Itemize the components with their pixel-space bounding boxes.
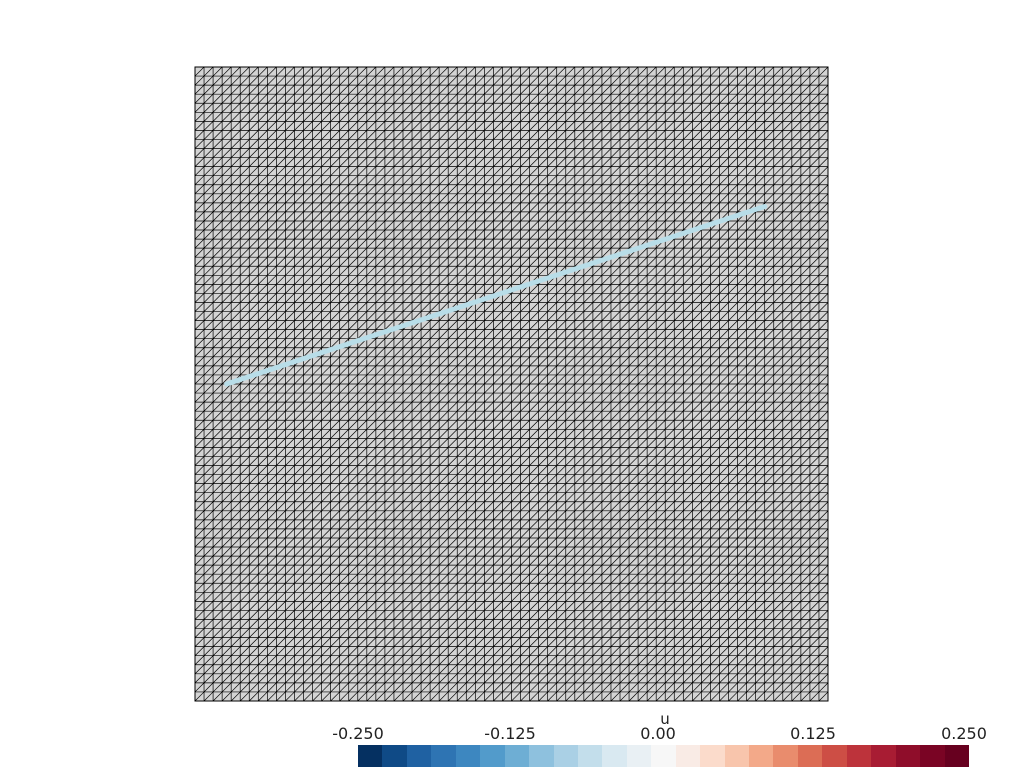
colorbar-tick-label: 0.125 xyxy=(790,724,836,743)
colorbar-swatch xyxy=(529,745,554,767)
colorbar xyxy=(358,745,969,767)
colorbar-swatch xyxy=(749,745,774,767)
colorbar-swatch xyxy=(944,745,969,767)
colorbar-swatch xyxy=(651,745,676,767)
colorbar-swatch xyxy=(626,745,652,767)
colorbar-tick-label: -0.125 xyxy=(484,724,536,743)
colorbar-swatch xyxy=(602,745,627,767)
colorbar-swatch xyxy=(895,745,921,767)
colorbar-swatch xyxy=(822,745,847,767)
colorbar-swatch xyxy=(577,745,603,767)
colorbar-swatch xyxy=(675,745,701,767)
colorbar-tick-label: 0.00 xyxy=(640,724,676,743)
colorbar-swatch xyxy=(773,745,798,767)
colorbar-swatch xyxy=(504,745,530,767)
mesh-edges xyxy=(194,66,829,702)
colorbar-swatch xyxy=(358,745,383,767)
colorbar-swatch xyxy=(846,745,872,767)
colorbar-swatch xyxy=(797,745,823,767)
line-overlay xyxy=(224,203,768,387)
colorbar-swatch xyxy=(871,745,896,767)
colorbar-tick-label: -0.250 xyxy=(332,724,384,743)
colorbar-swatch xyxy=(480,745,505,767)
colorbar-swatch xyxy=(431,745,456,767)
colorbar-swatch xyxy=(455,745,481,767)
colorbar-swatch xyxy=(382,745,407,767)
colorbar-swatch xyxy=(553,745,578,767)
colorbar-swatch xyxy=(406,745,432,767)
colorbar-tick-label: 0.250 xyxy=(941,724,987,743)
colorbar-swatch xyxy=(920,745,945,767)
colorbar-swatch xyxy=(724,745,749,767)
colorbar-swatch xyxy=(700,745,725,767)
colorbar-title: u xyxy=(660,710,670,728)
